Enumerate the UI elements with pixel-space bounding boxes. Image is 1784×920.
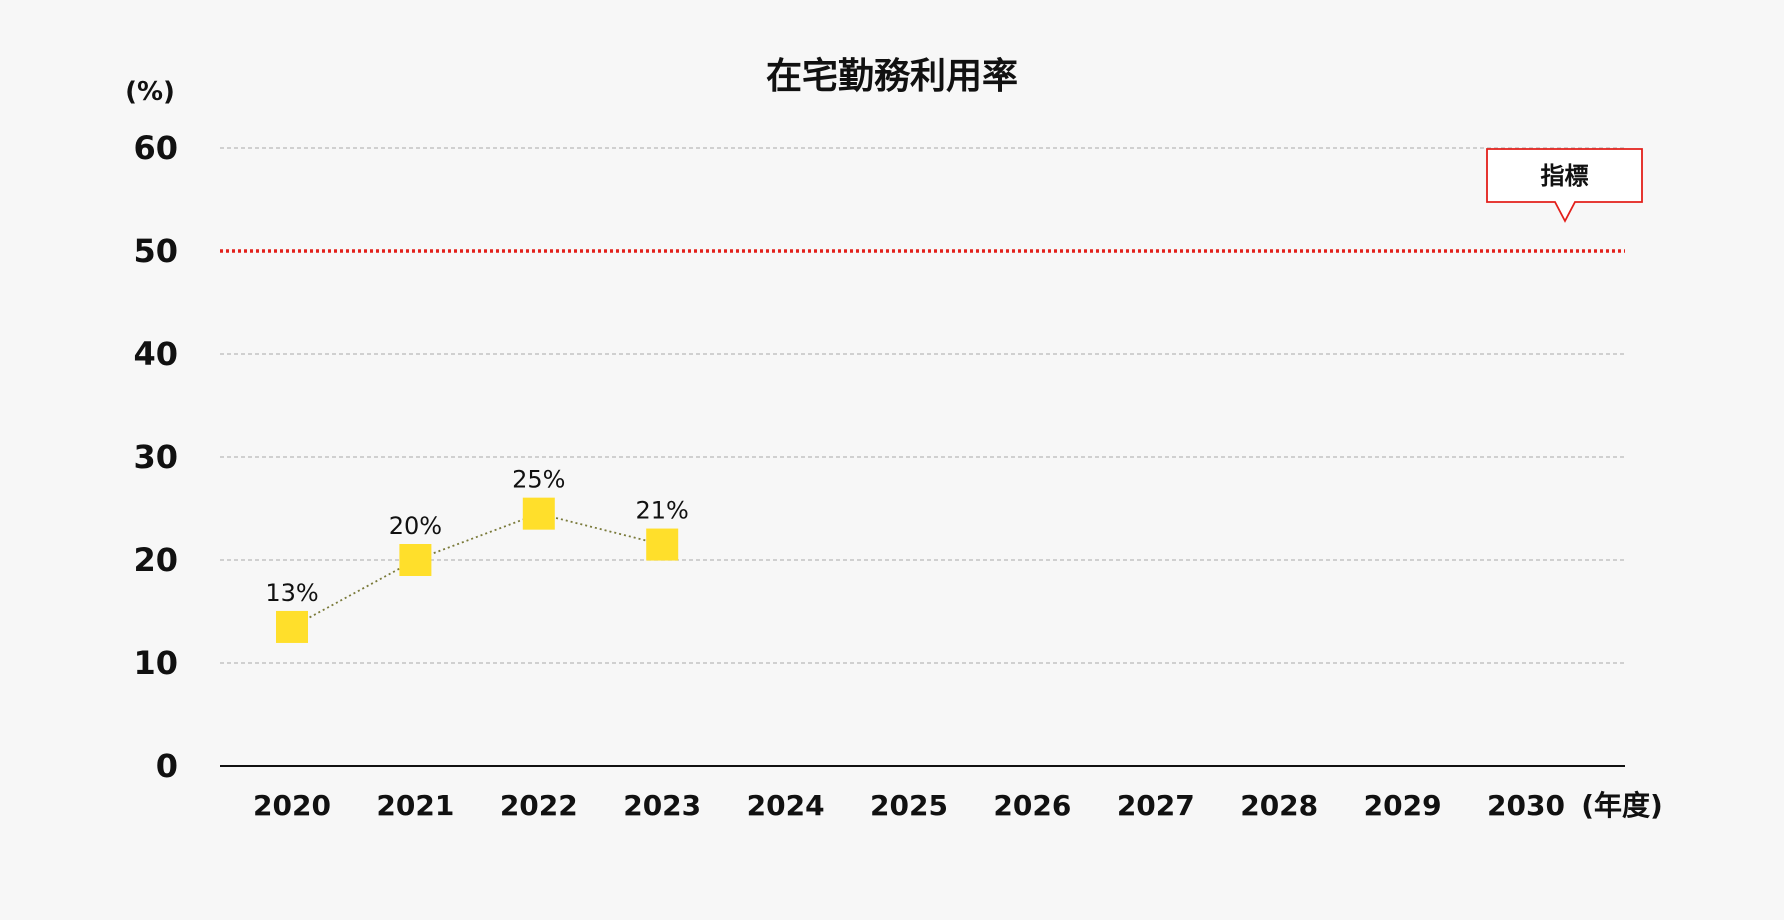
x-tick-label-2026: 2026 xyxy=(993,789,1071,822)
series-group: 13% 20% 25% 21% xyxy=(265,466,689,643)
data-label-2022: 25% xyxy=(512,466,565,494)
x-tick-label-2020: 2020 xyxy=(253,789,331,822)
y-axis-unit-label: (%) xyxy=(125,77,175,107)
y-tick-label-20: 20 xyxy=(133,541,178,579)
y-tick-label-30: 30 xyxy=(133,438,178,476)
y-tick-label-60: 60 xyxy=(133,129,178,167)
y-tick-label-10: 10 xyxy=(133,644,178,682)
x-tick-label-2027: 2027 xyxy=(1117,789,1195,822)
data-label-2023: 21% xyxy=(636,497,689,525)
chart-title: 在宅勤務利用率 xyxy=(766,55,1018,97)
data-point-2020 xyxy=(276,610,308,643)
data-point-2021 xyxy=(399,544,432,576)
x-tick-label-2022: 2022 xyxy=(500,789,578,822)
gridlines xyxy=(220,147,1625,664)
x-tick-label-2023: 2023 xyxy=(623,789,701,822)
data-label-2020: 13% xyxy=(265,579,318,607)
data-point-2023 xyxy=(646,528,679,561)
y-tick-label-40: 40 xyxy=(133,335,178,373)
x-axis-unit-label: (年度) xyxy=(1581,789,1663,822)
target-label: 指標 xyxy=(1541,162,1589,190)
y-tick-label-50: 50 xyxy=(133,232,178,270)
target-line-group: 指標 xyxy=(220,148,1643,253)
x-tick-label-2024: 2024 xyxy=(747,789,825,822)
x-tick-label-2029: 2029 xyxy=(1364,789,1442,822)
target-callout-box xyxy=(1486,148,1643,223)
x-tick-label-2025: 2025 xyxy=(870,789,948,822)
x-tick-label-2030: 2030 xyxy=(1487,789,1565,822)
x-tick-label-2021: 2021 xyxy=(376,789,454,822)
data-label-2021: 20% xyxy=(389,512,442,540)
series-line xyxy=(291,512,663,628)
y-tick-label-0: 0 xyxy=(156,747,178,785)
data-point-2022 xyxy=(522,497,555,530)
x-tick-label-2028: 2028 xyxy=(1240,789,1318,822)
